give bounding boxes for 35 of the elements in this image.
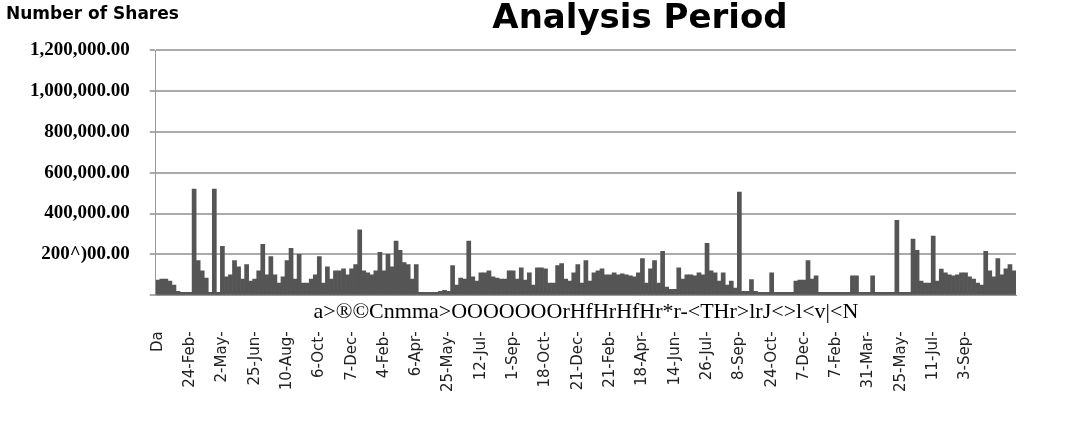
x-tick-label: 6-Apr-: [406, 331, 425, 377]
x-tick-label: 26-Jul-: [696, 331, 715, 381]
y-tick-label: 600,000.00: [44, 160, 130, 182]
x-tick-label: 21-Feb-: [600, 331, 618, 388]
x-tick-label: 8-Sep-: [729, 331, 748, 380]
y-tick-label: 800,000.00: [44, 119, 130, 141]
x-tick-label: 24-Oct-: [761, 331, 780, 388]
y-axis-title: Number of Shares: [6, 2, 179, 23]
x-tick-label: 25-May-: [438, 331, 457, 393]
x-tick-label: 6-Oct-: [309, 331, 328, 379]
x-tick-label: 24-Feb-: [179, 331, 198, 388]
x-tick-label: 10-Aug-: [276, 331, 295, 391]
x-tick-label: 25-Jun-: [244, 331, 263, 386]
x-tick-label: 12-Jul-: [470, 331, 489, 381]
x-tick-label: 3-Sep-: [955, 331, 974, 380]
x-tick-label: 11-Jul-: [923, 331, 942, 381]
x-tick-label: 18-Oct-: [535, 331, 554, 388]
x-tick-label: 18-Apr-: [632, 331, 651, 386]
x-tick-label: Da: [147, 331, 166, 353]
x-tick-label: 14-Jun-: [664, 331, 683, 386]
x-tick-label: 25-May-: [890, 331, 909, 393]
x-tick-label: 7-Dec-: [793, 331, 812, 381]
y-tick-label: 1,000,000.00: [30, 78, 130, 100]
x-tick-label: 21-Dec-: [567, 331, 586, 391]
y-tick-label: 200^)00.00: [41, 242, 130, 265]
x-tick-label: 7-Feb-: [826, 331, 845, 379]
x-tick-label: 31-Mar-: [858, 331, 877, 389]
x-tick-label: 2-May-: [212, 331, 231, 383]
x-tick-label: 4-Feb-: [373, 331, 392, 379]
y-tick-label: 400,000.00: [44, 201, 130, 223]
text: a>®©Cnmma>OOOOOOOrHfHrHfHr*r-<THr>lrJ<>l<v|<N: [313, 298, 859, 324]
chart-title: Analysis Period: [492, 0, 788, 36]
x-tick-label: 7-Dec-: [341, 331, 360, 381]
y-tick-label: 1,200,000.00: [30, 37, 130, 59]
x-tick-label: 1-Sep-: [503, 331, 522, 380]
